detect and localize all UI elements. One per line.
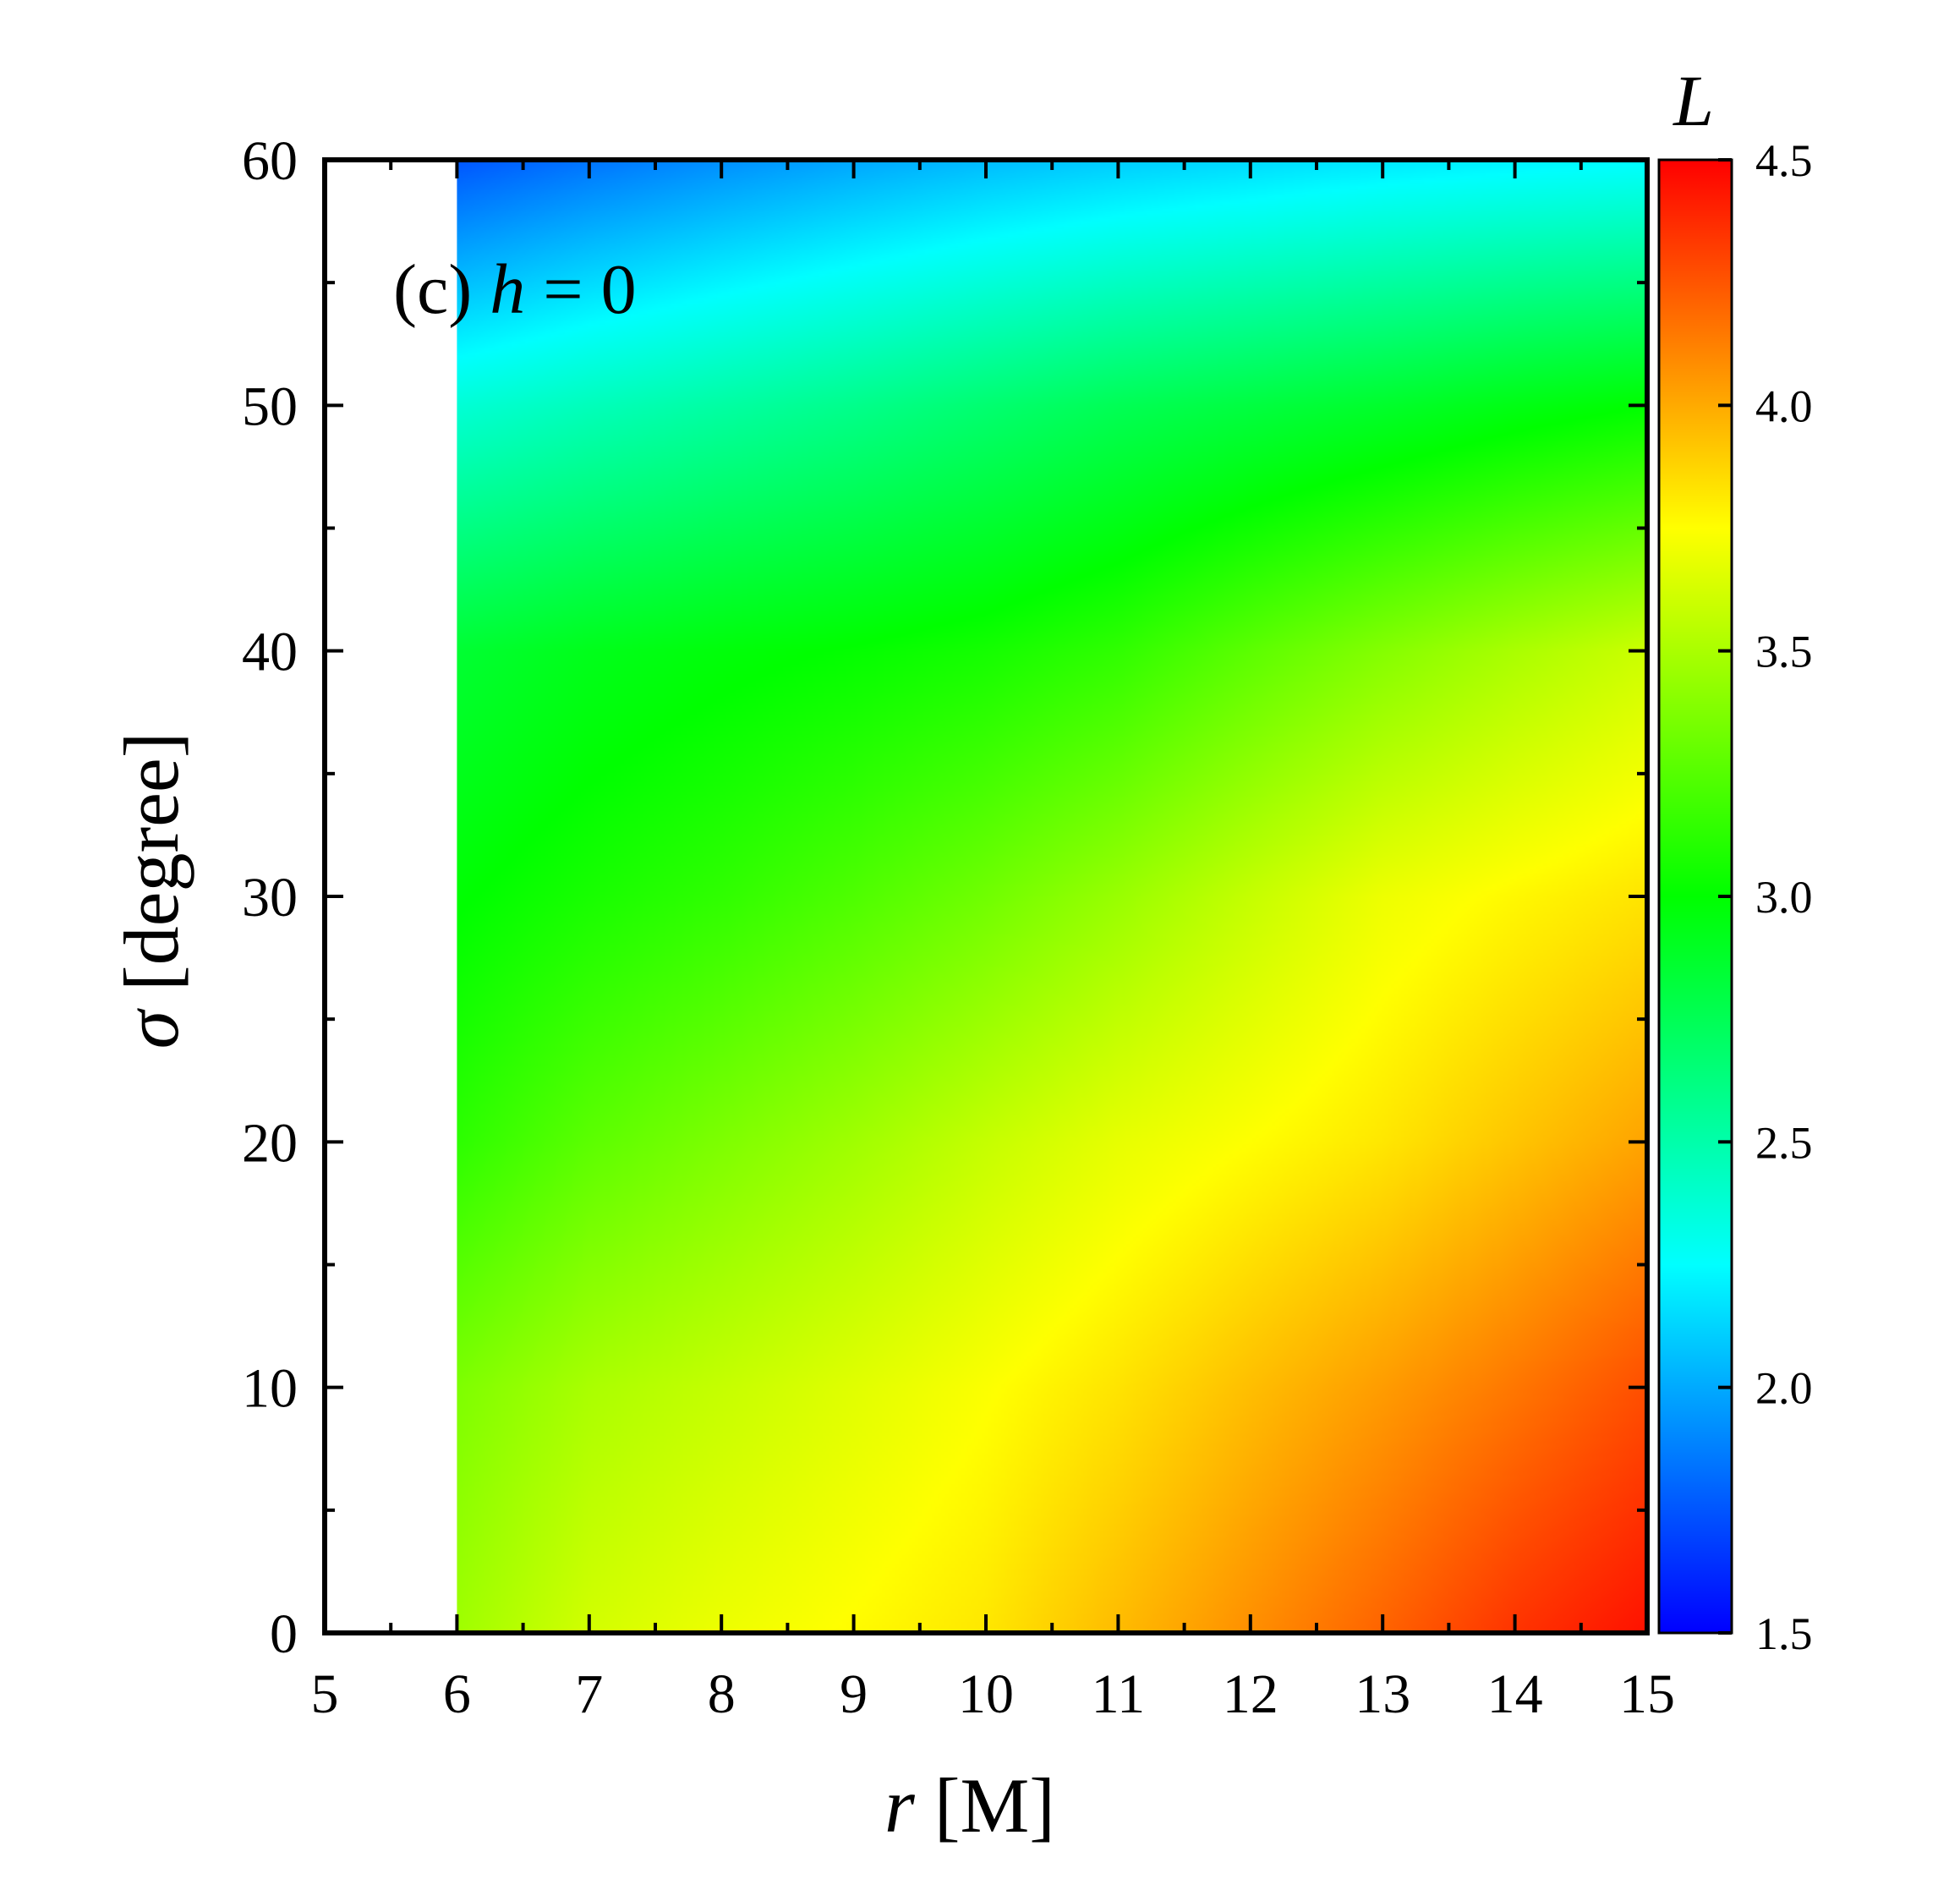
y-axis-unit: [degree]: [108, 732, 194, 1011]
x-tick-label: 11: [1092, 1663, 1146, 1725]
colorbar-ticks: [1718, 158, 1732, 1635]
colorbar-tick-labels: 1.5 2.0 2.5 3.0 3.5 4.0 4.5: [1755, 135, 1813, 1659]
x-tick-label: 5: [311, 1663, 339, 1725]
colorbar-tick-label: 3.0: [1755, 872, 1813, 923]
y-tick-label: 50: [242, 375, 298, 437]
y-tick-label: 60: [242, 130, 298, 192]
y-tick-label: 10: [242, 1358, 298, 1420]
panel-label-prefix: (c): [393, 250, 490, 329]
colorbar-tick-label: 1.5: [1755, 1608, 1813, 1659]
x-tick-label: 8: [708, 1663, 736, 1725]
x-axis-variable: r: [884, 1762, 916, 1849]
y-tick-label: 40: [242, 622, 298, 683]
x-tick-label: 6: [443, 1663, 471, 1725]
colorbar-tick-label: 3.5: [1755, 627, 1813, 677]
x-tick-label: 9: [840, 1663, 868, 1725]
axis-ticks: [323, 158, 1649, 1635]
x-tick-label: 15: [1619, 1663, 1675, 1725]
colorbar-tick-label: 2.0: [1755, 1363, 1813, 1414]
colorbar-tick-label: 4.0: [1755, 381, 1813, 431]
heatmap-image: [457, 160, 1647, 1633]
x-tick-label: 7: [575, 1663, 603, 1725]
x-tick-label: 10: [958, 1663, 1014, 1725]
y-tick-label: 30: [242, 867, 298, 929]
y-tick-label: 20: [242, 1112, 298, 1174]
x-axis-tick-labels: 5 6 7 8 9 10 11 12 13 14 15: [311, 1663, 1676, 1725]
x-axis-unit: [M]: [915, 1762, 1055, 1849]
y-axis-title: σ [degree]: [108, 732, 194, 1049]
colorbar-tick-label: 2.5: [1755, 1117, 1813, 1168]
colorbar-tick-label: 4.5: [1755, 135, 1813, 186]
y-axis-variable: σ: [108, 1007, 194, 1049]
panel-label: (c) h = 0: [393, 250, 637, 329]
panel-label-value: = 0: [525, 250, 636, 329]
panel-label-variable: h: [490, 250, 525, 329]
colorbar-title: L: [1672, 60, 1714, 141]
x-axis-title: r [M]: [884, 1762, 1055, 1849]
x-tick-label: 13: [1355, 1663, 1410, 1725]
x-tick-label: 12: [1223, 1663, 1278, 1725]
y-tick-label: 0: [270, 1603, 298, 1665]
x-tick-label: 14: [1487, 1663, 1543, 1725]
y-axis-tick-labels: 0 10 20 30 40 50 60: [242, 130, 298, 1665]
